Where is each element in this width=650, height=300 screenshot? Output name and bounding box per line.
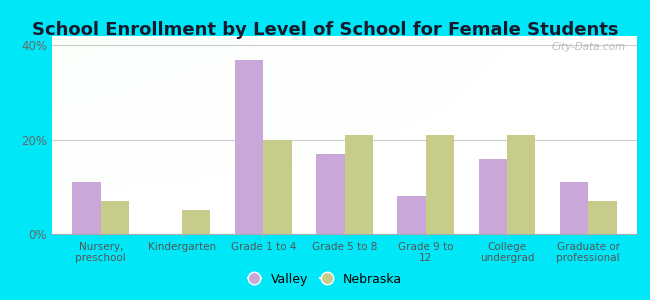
Bar xyxy=(426,135,454,234)
Bar xyxy=(507,135,536,234)
Bar xyxy=(101,201,129,234)
Bar xyxy=(72,182,101,234)
Bar xyxy=(235,60,263,234)
Bar xyxy=(478,159,507,234)
Bar xyxy=(316,154,344,234)
Text: School Enrollment by Level of School for Female Students: School Enrollment by Level of School for… xyxy=(32,21,618,39)
Bar xyxy=(560,182,588,234)
Bar xyxy=(182,210,211,234)
Bar xyxy=(397,196,426,234)
Bar xyxy=(344,135,373,234)
Legend: Valley, Nebraska: Valley, Nebraska xyxy=(243,268,407,291)
Text: City-Data.com: City-Data.com xyxy=(551,42,625,52)
Bar xyxy=(588,201,617,234)
Bar xyxy=(263,140,292,234)
